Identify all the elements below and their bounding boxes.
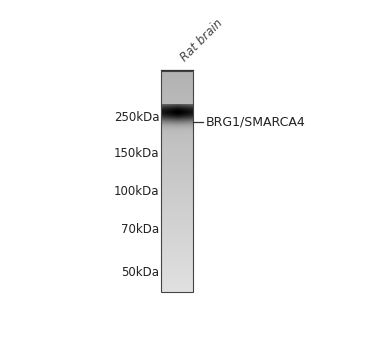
Text: 70kDa: 70kDa (121, 223, 159, 236)
Text: 50kDa: 50kDa (121, 266, 159, 279)
Text: Rat brain: Rat brain (178, 17, 226, 64)
Text: 250kDa: 250kDa (114, 111, 159, 124)
Bar (161, 71, 193, 292)
Text: 150kDa: 150kDa (114, 147, 159, 160)
Text: 100kDa: 100kDa (114, 185, 159, 198)
Text: BRG1/SMARCA4: BRG1/SMARCA4 (206, 115, 306, 128)
